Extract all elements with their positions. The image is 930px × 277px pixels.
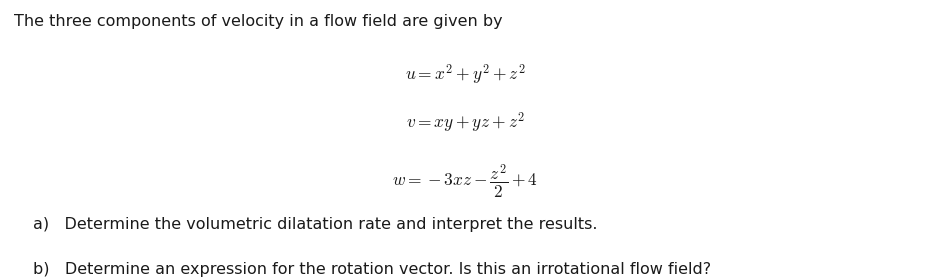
Text: The three components of velocity in a flow field are given by: The three components of velocity in a fl… (14, 14, 502, 29)
Text: $u = x^2 + y^2 + z^2$: $u = x^2 + y^2 + z^2$ (405, 62, 525, 87)
Text: b)   Determine an expression for the rotation vector. Is this an irrotational fl: b) Determine an expression for the rotat… (33, 262, 711, 277)
Text: $v = xy + yz + z^2$: $v = xy + yz + z^2$ (405, 111, 525, 135)
Text: a)   Determine the volumetric dilatation rate and interpret the results.: a) Determine the volumetric dilatation r… (33, 217, 597, 232)
Text: $w = -3xz - \dfrac{z^2}{2} + 4$: $w = -3xz - \dfrac{z^2}{2} + 4$ (392, 162, 538, 200)
